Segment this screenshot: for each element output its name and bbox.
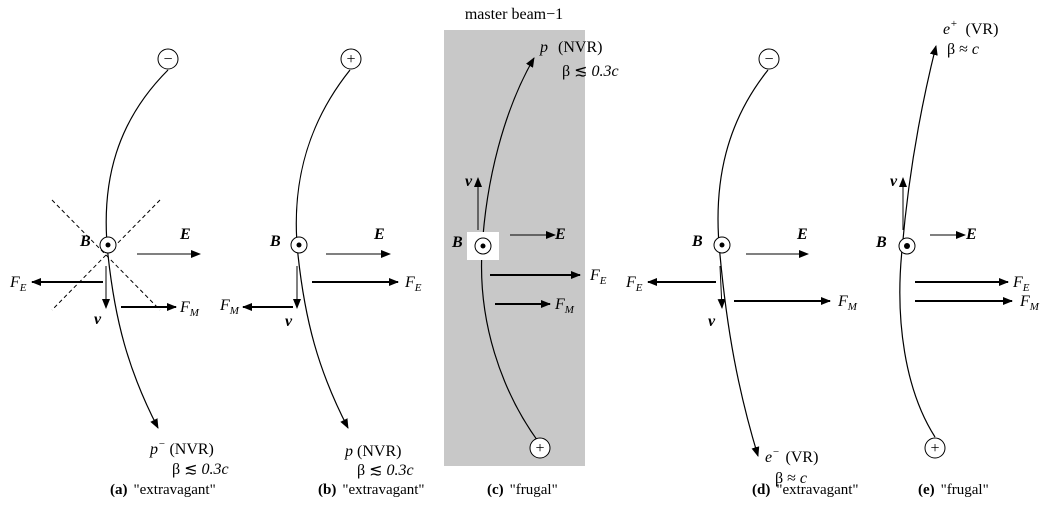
beta-label-e: β ≈ c [947, 41, 979, 58]
particle-label-d: e− (VR) [765, 446, 818, 466]
svg-text:B: B [875, 234, 887, 251]
panel-b: + B E FE FM v p (NVR) β ≲ 0.3c (b) "extrav… [219, 48, 425, 498]
master-beam-title: master beam−1 [465, 6, 563, 23]
panel-e: + B E FE FM v e+ (VR) β ≈ c (e) "frugal" [875, 18, 1040, 498]
svg-text:v: v [94, 311, 102, 328]
svg-text:B: B [691, 233, 703, 250]
beta-label-a: β ≲ 0.3c [172, 461, 229, 478]
svg-text:E: E [796, 226, 808, 243]
charge-minus-icon [758, 48, 780, 70]
svg-text:+: + [535, 440, 544, 457]
svg-text:E: E [179, 226, 191, 243]
svg-text:E: E [554, 226, 566, 243]
svg-text:FM: FM [554, 296, 575, 316]
svg-text:−: − [163, 51, 172, 68]
trajectory-a [105, 69, 169, 429]
charge-plus-icon [529, 437, 551, 459]
beta-label-b: β ≲ 0.3c [357, 462, 414, 479]
panel-d: − B E FE FM v e− (VR) β ≈ c (d) "extravaga… [625, 48, 859, 498]
svg-text:FE: FE [589, 267, 607, 287]
svg-text:E: E [965, 226, 977, 243]
svg-text:v: v [465, 173, 473, 190]
svg-text:v: v [708, 313, 716, 330]
svg-text:FM: FM [219, 297, 240, 317]
svg-text:B: B [269, 233, 281, 250]
caption-a: (a) "extravagant" [110, 482, 216, 498]
trajectory-d [717, 69, 769, 457]
svg-text:FE: FE [1012, 274, 1030, 294]
svg-text:B: B [79, 233, 91, 250]
svg-text:E: E [373, 226, 385, 243]
panel-a: − B E FE FM v p− (NVR) β ≲ 0.3c (a) "extra… [9, 48, 229, 498]
particle-label-b: p (NVR) [344, 443, 401, 460]
charge-plus-icon [924, 437, 946, 459]
charge-minus-icon [157, 48, 179, 70]
svg-text:FM: FM [1019, 293, 1040, 313]
svg-text:v: v [285, 313, 293, 330]
svg-text:FE: FE [625, 274, 643, 294]
svg-text:+: + [346, 51, 355, 68]
svg-text:−: − [764, 51, 773, 68]
svg-text:+: + [930, 440, 939, 457]
beta-label-c: β ≲ 0.3c [562, 63, 619, 80]
particle-label-c: p (NVR) [539, 39, 602, 56]
caption-e: (e) "frugal" [918, 482, 989, 498]
panel-c: + B E FE FM v p (NVR) β ≲ 0.3c (c) "frugal… [451, 39, 619, 498]
charge-plus-icon [340, 48, 362, 70]
svg-text:FE: FE [404, 274, 422, 294]
caption-d: (d) "extravagant" [752, 482, 859, 498]
particle-label-a: p− (NVR) [149, 438, 214, 458]
svg-text:FM: FM [837, 293, 858, 313]
svg-text:B: B [451, 234, 463, 251]
particle-label-e: e+ (VR) [943, 18, 998, 38]
caption-c: (c) "frugal" [487, 482, 558, 498]
svg-text:FM: FM [179, 299, 200, 319]
trajectory-b [295, 69, 351, 429]
svg-text:v: v [890, 173, 898, 190]
beta-label-d: β ≈ c [775, 470, 807, 487]
svg-text:FE: FE [9, 274, 27, 294]
master-beam-shade [444, 30, 585, 466]
caption-b: (b) "extravagant" [318, 482, 425, 498]
